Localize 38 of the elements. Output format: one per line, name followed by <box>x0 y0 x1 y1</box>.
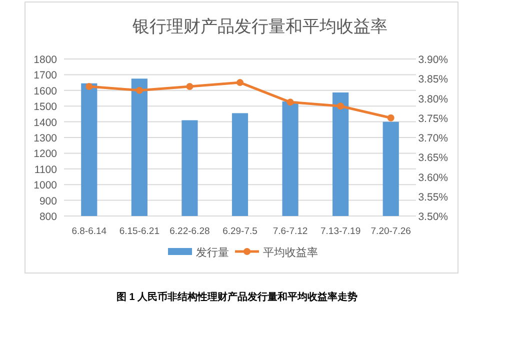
y-tick-label: 1600 <box>34 85 58 98</box>
y-tick-label: 1700 <box>34 70 58 82</box>
y2-tick-label: 3.60% <box>418 172 448 184</box>
y-tick-label: 1400 <box>34 116 58 129</box>
x-tick-label: 6.29-7.5 <box>222 226 258 237</box>
point <box>136 86 143 94</box>
y-tick-label: 1300 <box>34 132 58 144</box>
y-tick-label: 1800 <box>34 54 58 66</box>
y-tick-label: 800 <box>39 211 58 223</box>
point <box>286 98 294 106</box>
y-tick-label: 900 <box>39 195 58 208</box>
y-tick-label: 1100 <box>34 164 58 176</box>
point <box>236 79 244 86</box>
y2-tick-label: 3.85% <box>418 74 448 86</box>
y-tick-label: 1000 <box>34 180 58 192</box>
point <box>86 82 93 90</box>
x-tick-label: 7.6-7.12 <box>272 226 308 237</box>
x-tick-label: 7.13-7.19 <box>320 226 361 237</box>
point <box>186 82 194 90</box>
x-tick-label: 6.22-6.28 <box>170 226 210 237</box>
y2-tick-label: 3.50% <box>418 211 448 223</box>
point <box>387 114 394 122</box>
chart-title: 银行理财产品发行量和平均收益率 <box>132 17 388 36</box>
x-tick-label: 6.8-6.14 <box>72 226 107 237</box>
y2-tick-label: 3.65% <box>418 152 448 164</box>
y2-tick-label: 3.55% <box>418 191 448 204</box>
legend-label: 平均收益率 <box>263 246 318 259</box>
y2-tick-label: 3.80% <box>418 93 448 106</box>
point <box>337 102 344 110</box>
x-tick-label: 7.20-7.26 <box>370 226 411 237</box>
x-tick-label: 6.15-6.21 <box>119 226 160 237</box>
y2-tick-label: 3.90% <box>418 54 448 66</box>
caption: 图 1 人民币非结构性理财产品发行量和平均收益率走势 <box>116 291 358 303</box>
y2-tick-label: 3.70% <box>418 132 448 144</box>
legend-label: 发行量 <box>196 247 229 259</box>
y-tick-label: 1200 <box>34 148 58 160</box>
y-tick-label: 1500 <box>34 101 58 114</box>
y2-tick-label: 3.75% <box>418 112 448 125</box>
